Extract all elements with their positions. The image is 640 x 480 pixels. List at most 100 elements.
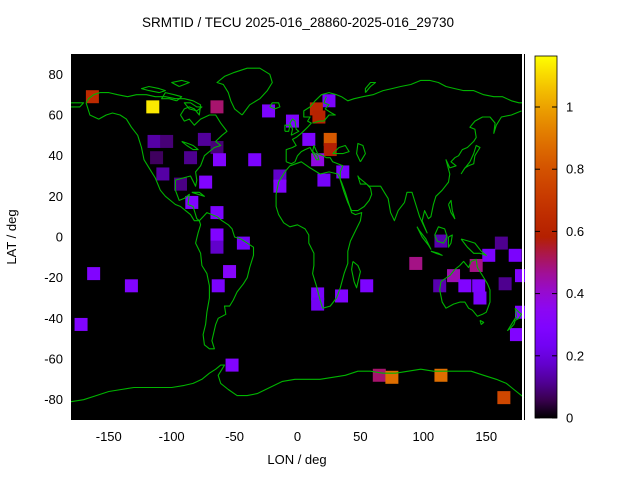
y-tick-label: 0 xyxy=(56,230,63,245)
data-cell xyxy=(497,391,511,405)
x-tick-label: -100 xyxy=(159,429,185,444)
cb-tick-label: 0.2 xyxy=(566,348,584,363)
coastline-path xyxy=(195,212,255,350)
data-cell xyxy=(498,277,512,291)
data-cell xyxy=(302,132,316,146)
cb-tick-label: 0.4 xyxy=(566,286,584,301)
data-cell xyxy=(323,132,337,146)
data-cell xyxy=(273,179,287,193)
data-cell xyxy=(447,269,461,283)
coastline-path xyxy=(447,199,456,220)
y-tick-label: 60 xyxy=(49,108,63,123)
x-axis-label: LON / deg xyxy=(267,452,326,467)
data-cell xyxy=(385,370,399,384)
y-tick-label: -20 xyxy=(44,270,63,285)
colorbar xyxy=(534,55,558,419)
y-tick-label: -40 xyxy=(44,311,63,326)
x-tick-label: -150 xyxy=(96,429,122,444)
coastline-path xyxy=(416,226,432,250)
cb-tick-label: 1 xyxy=(566,100,573,115)
data-cell xyxy=(173,177,187,191)
data-cell xyxy=(434,234,448,248)
coastline-path xyxy=(269,102,281,110)
data-cell xyxy=(336,165,350,179)
data-cell xyxy=(210,228,224,242)
y-tick-label: 20 xyxy=(49,189,63,204)
data-cell xyxy=(210,100,224,114)
coastline-path xyxy=(460,144,481,175)
data-cell xyxy=(156,167,170,181)
y-tick-label: 80 xyxy=(49,67,63,82)
data-cell xyxy=(74,317,88,331)
data-cell xyxy=(434,368,448,382)
coastline-path xyxy=(181,140,199,151)
data-cell xyxy=(494,236,508,250)
data-cell xyxy=(210,240,224,254)
chart-title: SRMTID / TECU 2025-016_28860-2025-016_29… xyxy=(142,15,454,30)
colorbar-tick-labels: 0 0.2 0.4 0.6 0.8 1 xyxy=(566,100,584,426)
coastline-path xyxy=(191,191,205,197)
coastline-path xyxy=(183,102,203,112)
data-cell xyxy=(147,134,161,148)
data-cell xyxy=(184,151,198,165)
data-cell xyxy=(87,267,101,281)
data-cell xyxy=(124,279,138,293)
data-cell xyxy=(458,279,472,293)
data-cell xyxy=(433,279,447,293)
data-cell xyxy=(311,297,325,311)
coastline-path xyxy=(447,234,453,248)
data-cell xyxy=(409,256,423,270)
data-cell xyxy=(273,169,287,183)
data-cell xyxy=(509,328,523,342)
coastline-path xyxy=(460,238,487,256)
x-tick-label: 150 xyxy=(475,429,497,444)
data-cell xyxy=(317,173,331,187)
cb-tick-label: 0.6 xyxy=(566,224,584,239)
data-cell xyxy=(372,368,386,382)
data-cell xyxy=(312,110,326,124)
data-cell xyxy=(311,287,325,301)
data-cell xyxy=(514,269,525,283)
data-cell xyxy=(146,100,160,114)
coastline-path xyxy=(351,260,361,289)
coastline-path xyxy=(312,96,336,124)
coastline-path xyxy=(275,161,363,309)
coastline-path xyxy=(285,110,522,234)
x-tick-labels: -150 -100 -50 0 50 100 150 xyxy=(96,429,497,444)
coastline-path xyxy=(284,124,291,132)
colorbar-ticks xyxy=(535,106,557,419)
data-cell xyxy=(199,175,213,189)
x-tick-label: 0 xyxy=(294,429,301,444)
coastline-path xyxy=(289,118,300,136)
coastline-path xyxy=(171,79,190,88)
coastline-path xyxy=(434,226,448,244)
cb-tick-label: 0 xyxy=(566,411,573,426)
x-tick-label: -50 xyxy=(225,429,244,444)
data-cell xyxy=(469,258,483,272)
coastline-path xyxy=(430,250,443,256)
data-cell xyxy=(225,358,239,372)
coastline-path xyxy=(85,92,228,222)
data-cell xyxy=(473,291,487,305)
coastline-path xyxy=(356,142,366,163)
data-cell xyxy=(360,279,374,293)
data-cell xyxy=(185,195,199,209)
coastline-path xyxy=(479,319,485,325)
coastline-path xyxy=(216,67,273,116)
data-cell xyxy=(85,90,99,104)
data-cell xyxy=(212,153,226,167)
y-tick-label: 40 xyxy=(49,148,63,163)
data-cell xyxy=(482,248,496,262)
coastline-path xyxy=(439,258,491,317)
data-cell xyxy=(472,279,486,293)
data-cell xyxy=(248,153,262,167)
x-tick-label: 50 xyxy=(353,429,367,444)
coastline-path xyxy=(364,81,377,93)
y-axis-label: LAT / deg xyxy=(4,209,19,264)
data-cell xyxy=(211,279,225,293)
data-cell xyxy=(210,141,224,155)
data-cell xyxy=(514,305,525,319)
coastline-path xyxy=(140,85,166,94)
coastline-path xyxy=(71,102,85,108)
